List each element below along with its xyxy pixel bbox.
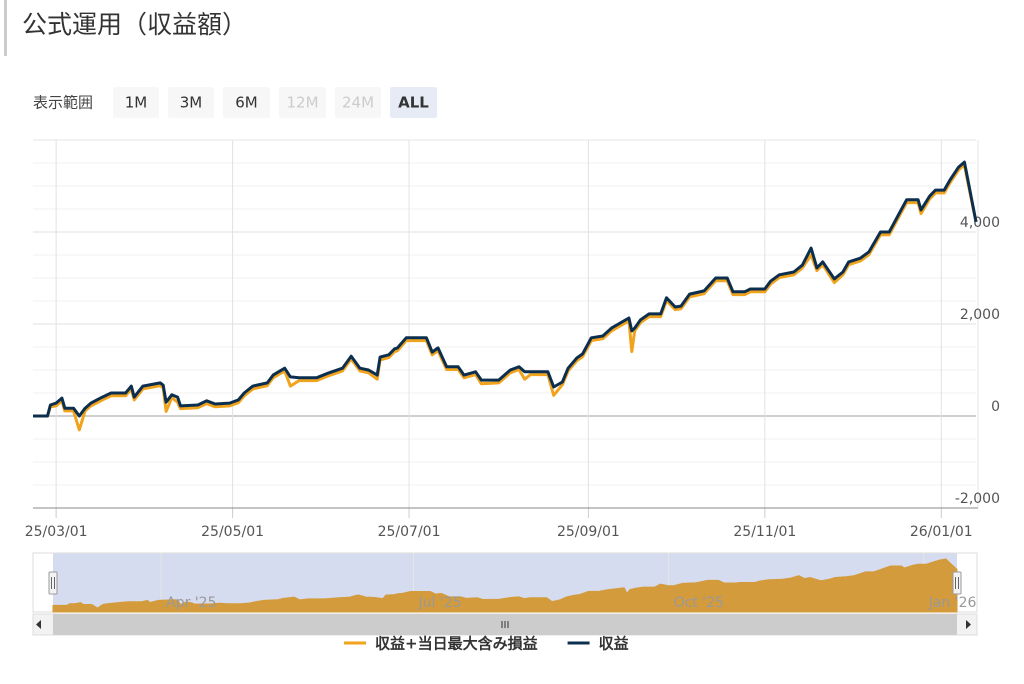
range-label: 表示範囲 (33, 94, 93, 112)
range-button[interactable]: ALL (390, 87, 437, 118)
range-button-label: 1M (125, 94, 148, 112)
range-button-bg (223, 87, 270, 118)
range-button-label: 3M (180, 94, 203, 112)
x-tick-label: 25/05/01 (201, 524, 264, 540)
range-button-bg (113, 87, 159, 118)
navigator-handle[interactable] (952, 571, 962, 595)
range-button: 12M (279, 87, 326, 118)
navigator-tick-label: Jan '26 (928, 595, 977, 611)
scroll-right-arrow (966, 620, 971, 629)
range-button[interactable]: 3M (168, 87, 214, 118)
legend-item[interactable]: 収益+当日最大含み損益 (344, 635, 538, 653)
navigator-tick-label: Jul '25 (417, 595, 461, 611)
x-tick-label: 26/01/01 (910, 524, 973, 540)
range-button-label: ALL (398, 94, 429, 112)
scroll-left-arrow (36, 620, 41, 629)
x-tick-label: 25/09/01 (557, 524, 620, 540)
chart-title: 公式運用（収益額） (22, 10, 247, 39)
navigator-handle-grip (51, 577, 55, 589)
range-button-label: 6M (235, 94, 258, 112)
range-button: 24M (335, 87, 381, 118)
series-line (33, 163, 978, 432)
navigator-tick-label: Apr '25 (166, 595, 216, 611)
y-tick-label: 2,000 (960, 307, 1000, 323)
legend-label: 収益+当日最大含み損益 (375, 635, 538, 653)
range-button-label: 12M (286, 94, 318, 112)
navigator-handle-grip (955, 577, 959, 589)
range-button-bg (168, 87, 214, 118)
range-button-bg (335, 87, 381, 118)
x-tick-label: 25/03/01 (25, 524, 88, 540)
scroll-grip (501, 621, 509, 628)
range-button-bg (390, 87, 437, 118)
legend-label: 収益 (599, 635, 629, 653)
series-line (33, 160, 978, 418)
x-tick-label: 25/07/01 (378, 524, 441, 540)
legend-item[interactable]: 収益 (567, 635, 629, 653)
y-tick-label: 4,000 (960, 215, 1000, 231)
range-button[interactable]: 1M (113, 87, 159, 118)
x-tick-label: 25/11/01 (733, 524, 796, 540)
navigator-handle[interactable] (48, 571, 58, 595)
title-bar (4, 0, 7, 56)
range-button-bg (279, 87, 326, 118)
navigator-tick-label: Oct '25 (674, 595, 724, 611)
y-tick-label: 0 (991, 399, 1000, 415)
legend: 収益+当日最大含み損益 収益 (344, 635, 629, 653)
range-button[interactable]: 6M (223, 87, 270, 118)
navigator-area (52, 558, 958, 613)
range-button-label: 24M (342, 94, 374, 112)
y-tick-label: -2,000 (955, 491, 1000, 507)
